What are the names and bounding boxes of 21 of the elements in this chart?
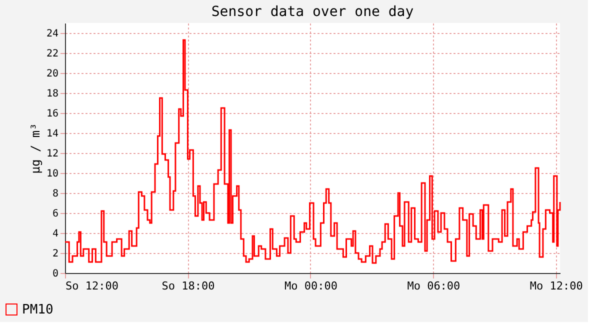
y-tick-label: 2 [52, 248, 58, 260]
y-tick-label: 24 [46, 28, 58, 40]
x-tick-label: So 12:00 [66, 280, 118, 292]
x-tick-label: Mo 12:00 [530, 280, 583, 292]
y-tick-label: 0 [52, 268, 58, 280]
y-tick-label: 10 [46, 168, 58, 180]
x-tick-label: Mo 06:00 [407, 280, 460, 292]
y-tick-label: 8 [52, 188, 58, 200]
legend-label: PM10 [22, 302, 54, 318]
x-tick-label: Mo 00:00 [284, 280, 338, 292]
y-tick-label: 6 [52, 208, 58, 220]
y-tick-label: 4 [52, 228, 58, 240]
y-tick-label: 12 [46, 148, 58, 160]
y-tick-label: 22 [46, 48, 58, 60]
y-tick-label: 14 [46, 128, 58, 140]
y-axis-title: µg / m³ [28, 123, 42, 174]
x-tick-label: So 18:00 [162, 280, 215, 292]
y-tick-label: 20 [46, 68, 58, 80]
y-tick-label: 16 [46, 108, 58, 120]
y-tick-label: 18 [46, 88, 58, 100]
chart-title: Sensor data over one day [211, 4, 414, 20]
